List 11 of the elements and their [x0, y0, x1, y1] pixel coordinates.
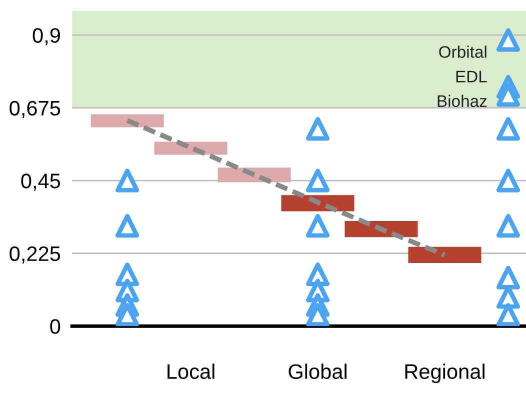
- x-tick-label: Regional: [405, 364, 484, 384]
- y-tick-label: 0,9: [32, 28, 60, 46]
- annotation: EDL: [456, 70, 487, 82]
- y-tick-label: 0,45: [21, 174, 60, 191]
- y-tick-label: 0: [50, 319, 60, 334]
- annotation: Biohaz: [438, 94, 487, 108]
- x-tick-label: Local: [168, 364, 214, 379]
- annotation: Orbital: [439, 46, 486, 58]
- y-tick-label: 0,225: [10, 246, 60, 264]
- x-tick-label: Global: [288, 364, 346, 379]
- y-tick-label: 0,675: [10, 100, 60, 118]
